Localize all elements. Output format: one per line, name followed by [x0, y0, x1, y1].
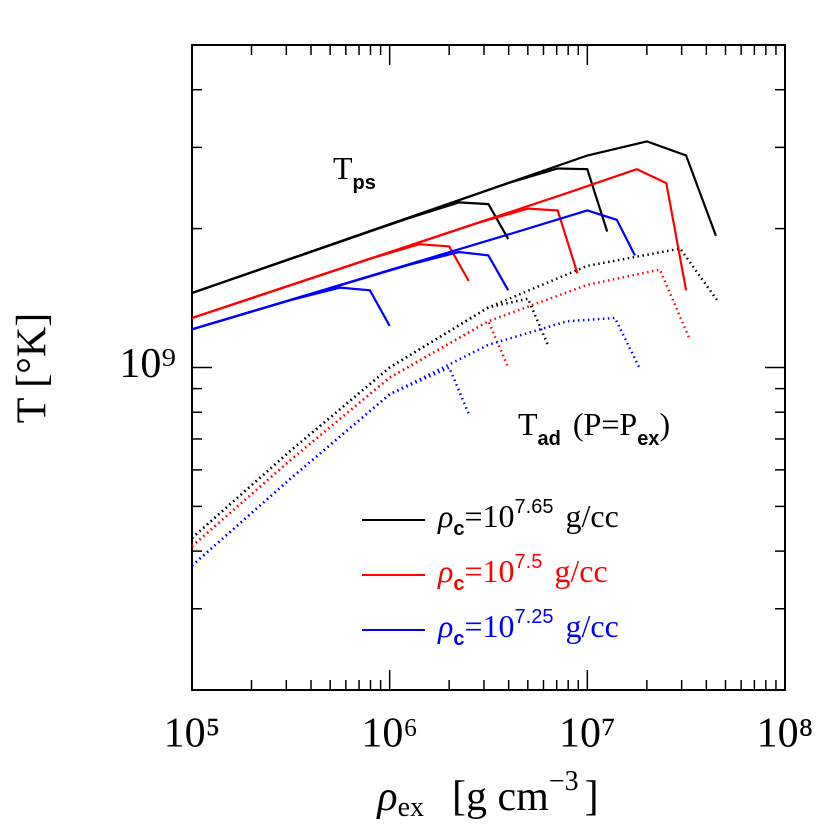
legend-symbol: ρ: [437, 553, 453, 589]
legend-unit: g/cc: [565, 498, 618, 534]
dotted-curve: [191, 268, 691, 548]
legend-exp: 7.25: [515, 606, 554, 628]
legend-sub: c: [453, 518, 464, 540]
curve: [191, 168, 688, 320]
curve: [191, 167, 609, 295]
legend-symbol: ρ: [437, 608, 453, 644]
x-tick-label: 10⁵: [164, 711, 221, 757]
x-label-unit: [g cm: [452, 774, 549, 820]
legend-sub: c: [453, 628, 464, 650]
x-label-sub: ex: [398, 792, 424, 823]
x-tick-label: 10⁶: [361, 711, 418, 757]
curve: [191, 140, 717, 295]
curve: [191, 209, 636, 331]
curve: [191, 243, 470, 320]
x-label-exp: −3: [549, 766, 579, 797]
legend-base: =10: [464, 553, 514, 589]
legend-base: =10: [464, 608, 514, 644]
legend-unit: g/cc: [565, 608, 618, 644]
annotation-base: T: [333, 150, 353, 186]
legend-exp: 7.65: [515, 496, 554, 518]
x-axis-label: ρex [g cm−3]: [375, 766, 598, 823]
dotted-curve: [191, 365, 470, 567]
x-label-close: ]: [585, 774, 599, 820]
annotation-text: ): [659, 406, 670, 442]
annotation: Tps: [333, 150, 376, 194]
x-tick-label: 10⁸: [757, 711, 814, 757]
annotation-text: (P=P: [573, 406, 637, 442]
x-tick-label: 10⁷: [559, 711, 616, 757]
legend-label: ρc=107.25 g/cc: [437, 606, 619, 650]
legend-symbol: ρ: [437, 498, 453, 534]
legend-exp: 7.5: [515, 551, 543, 573]
curve: [191, 250, 510, 331]
annotation: Tad (P=Pex): [518, 406, 670, 450]
y-axis-label: T [°K]: [10, 313, 56, 424]
annotation-base: T: [518, 406, 538, 442]
legend-unit: g/cc: [554, 553, 607, 589]
dotted-curve: [191, 297, 549, 539]
plot-area: [191, 140, 719, 567]
legend-sub: c: [453, 573, 464, 595]
y-tick-label: 10⁹: [119, 341, 176, 387]
plot-frame: [191, 44, 786, 691]
annotation-sub: ex: [637, 428, 659, 450]
legend-label: ρc=107.5 g/cc: [437, 551, 608, 595]
annotation-sub: ad: [538, 428, 561, 450]
dotted-curve: [191, 319, 510, 548]
legend-label: ρc=107.65 g/cc: [437, 496, 619, 540]
legend-base: =10: [464, 498, 514, 534]
annotation-sub: ps: [353, 172, 376, 194]
x-label-symbol: ρ: [375, 774, 397, 820]
